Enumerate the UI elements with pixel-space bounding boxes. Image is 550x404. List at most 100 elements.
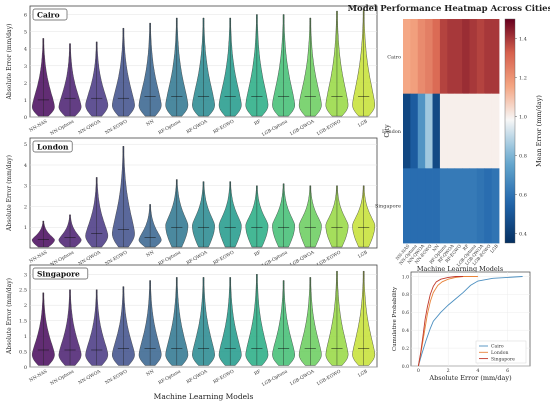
cdf-y-tick-label: 0.0 (402, 364, 409, 370)
x-tick-label: RF-QWOA (186, 118, 210, 135)
y-tick-label: 1 (24, 225, 27, 231)
y-axis-label: Absolute Error (mm/day) (6, 24, 13, 101)
colorbar-label: Mean Error (mm/day) (535, 95, 543, 167)
y-tick-label: 2 (24, 204, 27, 210)
heatmap-col-label: RF (462, 244, 470, 252)
cdf-y-tick-label: 0.2 (402, 346, 409, 352)
x-tick-label: NN-Optuna (49, 118, 75, 136)
x-tick-label: NN-QWOA (77, 249, 102, 267)
y-tick-label: 1 (24, 98, 27, 104)
heatmap-y-label: City (383, 124, 391, 138)
cdf-x-tick-label: 4 (476, 368, 479, 374)
x-tick-label: RF-QWOA (186, 368, 210, 385)
heatmap-cell (410, 19, 419, 95)
colorbar-tick-label: 0.6 (519, 192, 527, 198)
heatmap-cell (432, 168, 441, 244)
x-tick-label: RF-QWOA (186, 249, 210, 266)
heatmap-col-label: LGB (490, 244, 500, 254)
heatmap-cell (425, 93, 433, 169)
y-tick-label: 5 (24, 142, 27, 148)
cdf-y-tick-label: 1.0 (402, 274, 409, 280)
x-tick-label: RF (253, 369, 262, 377)
heatmap-cell (454, 93, 463, 169)
y-tick-label: 2 (24, 303, 27, 309)
y-tick-label: 2 (24, 81, 27, 87)
heatmap-cell (425, 19, 433, 95)
cdf-y-tick-label: 0.6 (402, 310, 409, 316)
x-tick-label: LGB-QWOA (289, 118, 316, 137)
cdf-y-tick-label: 0.8 (402, 292, 409, 298)
x-tick-label: RF-EGWO (212, 368, 235, 385)
x-tick-label: RF-Optuna (157, 249, 182, 267)
y-tick-label: 0 (24, 115, 27, 121)
x-tick-label: RF-Optuna (157, 118, 182, 136)
y-tick-label: 1.5 (19, 319, 27, 325)
y-axis-label: Absolute Error (mm/day) (6, 278, 13, 355)
heatmap-cell (484, 93, 493, 169)
heatmap-cell (476, 93, 485, 169)
x-tick-label: NN-QWOA (77, 118, 102, 136)
heatmap-row-label: Cairo (387, 54, 401, 60)
panel-title: Singapore (37, 270, 80, 279)
y-tick-label: 4 (24, 47, 27, 53)
x-axis-label: Machine Learning Models (154, 392, 254, 401)
x-tick-label: NN (145, 250, 155, 259)
heatmap-row-label: Singapore (375, 204, 401, 210)
heatmap-cell (462, 93, 470, 169)
cdf-legend (475, 340, 527, 364)
heatmap-panel: CairoLondonSingaporeNN-NASNN-OptunaNN-QW… (375, 18, 543, 273)
heatmap-cell (491, 19, 500, 95)
heatmap-cell (454, 19, 463, 95)
x-tick-label: NN-NAS (28, 250, 48, 265)
heatmap-cell (469, 19, 478, 95)
heatmap-cell (403, 93, 411, 169)
x-tick-label: RF (253, 119, 262, 127)
heatmap-cell (439, 19, 448, 95)
violin-panel-cairo: 0 1 2 3 4 5 6 Absolute Error (mm/day) Cairo NN-NA… (6, 5, 378, 138)
y-tick-label: 0 (24, 365, 27, 371)
heatmap-col-label: NN (432, 244, 441, 253)
x-tick-label: RF-EGWO (212, 249, 235, 266)
x-tick-label: NN-EGWO (104, 368, 129, 386)
heatmap-cell (447, 168, 456, 244)
heatmap-cell (462, 19, 470, 95)
colorbar (504, 18, 516, 244)
y-tick-label: 1 (24, 334, 27, 340)
heatmap-cell (484, 168, 493, 244)
heatmap-cell (403, 19, 411, 95)
cdf-line-london (417, 276, 478, 367)
x-tick-label: LGB-QWOA (289, 368, 316, 387)
heatmap-cell (417, 168, 426, 244)
panel-title-box (32, 140, 73, 153)
x-tick-label: LGB (357, 249, 369, 259)
colorbar-tick-label: 0.8 (519, 153, 527, 159)
legend-label: London (491, 350, 508, 356)
figure-title: Model Performance Heatmap Across Cities (348, 4, 550, 14)
x-tick-label: LGB (357, 118, 369, 128)
heatmap-cell (469, 93, 478, 169)
violin-panel-london: 1 2 3 4 5 Absolute Error (mm/day) London NN-NAS… (6, 137, 378, 269)
heatmap-cell (410, 93, 419, 169)
cdf-x-label: Absolute Error (mm/day) (428, 374, 512, 382)
heatmap-cell (410, 168, 419, 244)
cdf-line-singapore (417, 276, 464, 367)
cdf-y-tick-label: 0.4 (402, 328, 409, 334)
x-tick-label: NN-NAS (28, 119, 48, 134)
x-tick-label: RF (253, 250, 262, 258)
heatmap-cell (425, 168, 433, 244)
y-tick-label: 5 (24, 30, 27, 36)
x-tick-label: NN-EGWO (104, 249, 129, 267)
cdf-panel: 0.0 0.2 0.4 0.6 0.8 1.0 0 2 4 6 CairoLondonSingapo… (392, 271, 531, 382)
x-tick-label: NN (145, 119, 155, 128)
colorbar-tick-label: 0.4 (519, 231, 527, 237)
panel-title: Cairo (37, 11, 60, 20)
x-tick-label: LGB (357, 368, 369, 378)
cdf-x-tick-label: 2 (447, 368, 450, 374)
heatmap-cell (491, 93, 500, 169)
heatmap-cell (403, 168, 411, 244)
x-tick-label: NN-EGWO (104, 118, 129, 136)
heatmap-row-label: London (382, 129, 402, 135)
heatmap-cell (447, 19, 456, 95)
x-tick-label: RF-Optuna (157, 368, 182, 386)
